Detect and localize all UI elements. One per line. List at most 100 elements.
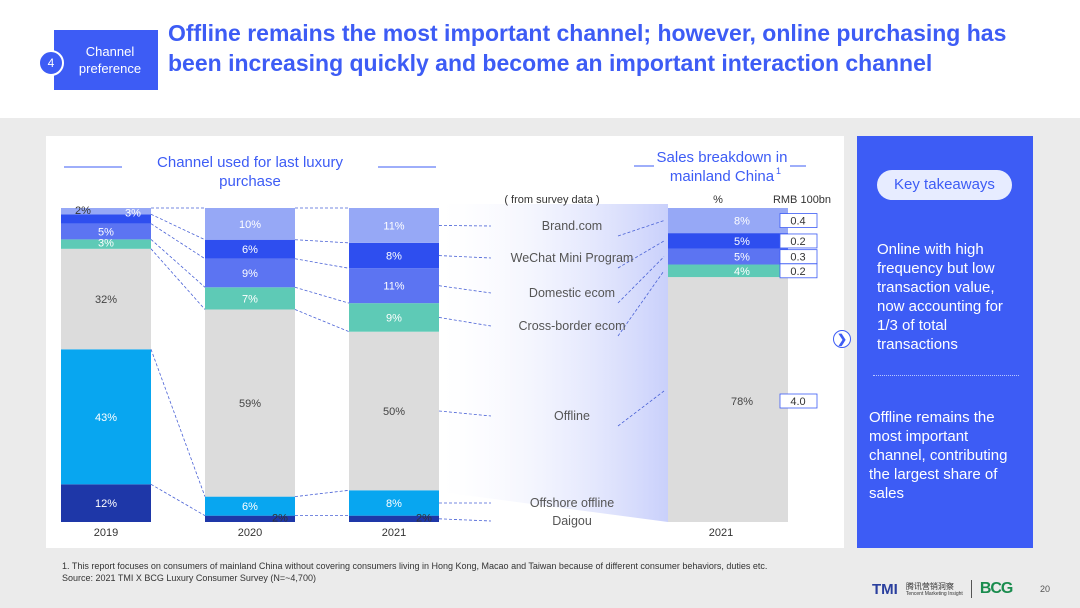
takeaway-point-1: Online with high frequency but low trans… <box>877 241 1003 353</box>
rmb-box-brand-com <box>779 213 818 228</box>
bar-2021-cross-border-ecom <box>349 303 439 332</box>
chart-panel: 2019 2020 2021 12% 43% 32% 3% 5% 3% 2% 2% 6% 59% 7% 9%… <box>46 136 844 548</box>
bar-2019-wechat-mini-program <box>61 214 151 224</box>
x-tick-label-2019: 2019 <box>94 527 118 539</box>
survey-note: ( from survey data ) <box>504 194 599 206</box>
sales-label-brand-com: 8% <box>734 216 750 228</box>
rmb-header: RMB 100bn <box>773 194 831 206</box>
left-chart-title: Channel used for last luxury <box>157 154 343 171</box>
bar-2019-offline <box>61 248 151 350</box>
data-label-2020-domestic-ecom: 9% <box>242 268 258 280</box>
channel-label-offline: Offline <box>554 409 590 423</box>
channel-leader-wechat-mini-program <box>438 255 492 259</box>
data-label-2020-brand-com: 10% <box>239 219 261 231</box>
data-label-2019-offline: 32% <box>95 294 117 306</box>
sales-label-cross-border-ecom: 4% <box>734 266 750 278</box>
sales-leader-brand-com <box>617 220 665 237</box>
data-label-2019-domestic-ecom: 5% <box>98 227 114 239</box>
connector-2019-offshore-offline <box>150 349 206 497</box>
connector-2019-cross-border-ecom <box>150 239 206 288</box>
rmb-value-wechat-mini-program: 0.2 <box>790 236 805 248</box>
data-label-2021-cross-border-ecom: 9% <box>386 312 402 324</box>
bar-2020-offshore-offline <box>205 496 295 516</box>
right-chart-title: Sales breakdown in <box>657 149 788 166</box>
channel-leader-daigou <box>438 518 492 522</box>
page-number: 20 <box>1040 584 1051 594</box>
section-badge-label: Channel preference <box>78 44 142 76</box>
takeaways-divider <box>873 375 1019 376</box>
data-label-2019-brand-com: 2% <box>75 205 91 217</box>
rmb-value-brand-com: 0.4 <box>790 216 805 228</box>
x-tick-label-sales: 2021 <box>709 527 733 539</box>
bar-2021-offshore-offline <box>349 490 439 516</box>
chevron-right-icon[interactable]: ❯ <box>833 330 851 348</box>
data-label-2019-cross-border-ecom: 3% <box>98 237 114 249</box>
bar-2019-offshore-offline <box>61 349 151 485</box>
data-label-2021-daigou: 2% <box>416 513 432 525</box>
connector-2020-domestic-ecom <box>294 258 350 269</box>
sales-bar-wechat-mini-program <box>668 233 788 249</box>
data-label-2021-brand-com: 11% <box>383 220 404 232</box>
connector-2019-offline <box>150 248 206 310</box>
bar-2020-cross-border-ecom <box>205 287 295 310</box>
sales-bar-brand-com <box>668 208 788 234</box>
bar-2019-domestic-ecom <box>61 223 151 240</box>
section-number: 4 <box>38 50 64 76</box>
sales-label-offline: 78% <box>731 396 753 408</box>
key-takeaways-panel: Key takeaways Online with high frequency… <box>857 136 1033 548</box>
percent-header: % <box>713 194 723 206</box>
bar-2020-domestic-ecom <box>205 258 295 288</box>
data-label-2019-wechat-mini-program: 3% <box>125 207 141 219</box>
bar-2020-wechat-mini-program <box>205 239 295 259</box>
tmi-logo-en: Tencent Marketing Insight <box>905 590 963 597</box>
connector-2019-daigou <box>150 483 206 517</box>
rmb-value-offline: 4.0 <box>790 396 805 408</box>
connector-2019-domestic-ecom <box>150 223 206 260</box>
right-chart-title-line2: mainland China <box>670 168 775 185</box>
rmb-box-domestic-ecom <box>779 249 818 265</box>
channel-fan-background <box>441 204 668 522</box>
bar-2020-daigou <box>205 515 295 522</box>
channel-leader-brand-com <box>438 225 492 227</box>
sales-label-wechat-mini-program: 5% <box>734 236 750 248</box>
source-text: Source: 2021 TMI X BCG Luxury Consumer S… <box>62 573 316 583</box>
bar-2020-offline <box>205 309 295 497</box>
logo-divider <box>970 580 972 598</box>
stacked-bar-chart: 2019 2020 202112%43%32%3%5%3%2%2%6%59%7%9%… <box>61 149 831 539</box>
channel-label-domestic-ecom: Domestic ecom <box>529 286 615 300</box>
x-tick-label-2020: 2020 <box>238 527 262 539</box>
bar-2021-wechat-mini-program <box>349 242 439 269</box>
data-label-2019-daigou: 12% <box>95 498 117 510</box>
channel-label-cross-border-ecom: Cross-border ecom <box>519 319 626 333</box>
sales-bar-cross-border-ecom <box>668 264 788 278</box>
bar-2021-brand-com <box>349 208 439 243</box>
sales-leader-cross-border-ecom <box>617 270 665 337</box>
connector-2020-offline <box>294 309 350 333</box>
logo-bar: TMI 腾讯营销洞察 Tencent Marketing Insight BCG <box>872 578 1013 600</box>
channel-leader-cross-border-ecom <box>438 317 492 327</box>
data-label-2021-offshore-offline: 8% <box>386 498 402 510</box>
sales-leader-domestic-ecom <box>617 256 665 304</box>
channel-leader-domestic-ecom <box>438 285 492 294</box>
tmi-logo: TMI <box>872 580 898 598</box>
connector-2020-offshore-offline <box>294 489 350 498</box>
x-tick-label-2021: 2021 <box>382 527 406 539</box>
bar-2021-domestic-ecom <box>349 268 439 304</box>
sales-label-domestic-ecom: 5% <box>734 252 750 264</box>
bar-2019-daigou <box>61 484 151 522</box>
tmi-logo-cn: 腾讯营销洞察 <box>905 581 954 591</box>
key-takeaways-title: Key takeaways <box>877 170 1012 200</box>
data-label-2019-offshore-offline: 43% <box>95 412 117 424</box>
channel-label-offshore-offline: Offshore offline <box>530 496 614 510</box>
bar-2019-brand-com <box>61 208 151 215</box>
rmb-value-domestic-ecom: 0.3 <box>790 252 805 264</box>
connector-2020-cross-border-ecom <box>294 286 350 304</box>
page-title: Offline remains the most important chann… <box>168 20 1007 76</box>
bar-2021-offline <box>349 331 439 491</box>
channel-leader-offline <box>438 410 492 417</box>
sales-bar-domestic-ecom <box>668 248 788 265</box>
takeaway-point-2: Offline remains the most important chann… <box>869 409 1008 502</box>
connector-2020-wechat-mini-program <box>294 239 350 244</box>
left-title-line2: purchase <box>219 173 281 190</box>
rmb-value-cross-border-ecom: 0.2 <box>790 266 805 278</box>
